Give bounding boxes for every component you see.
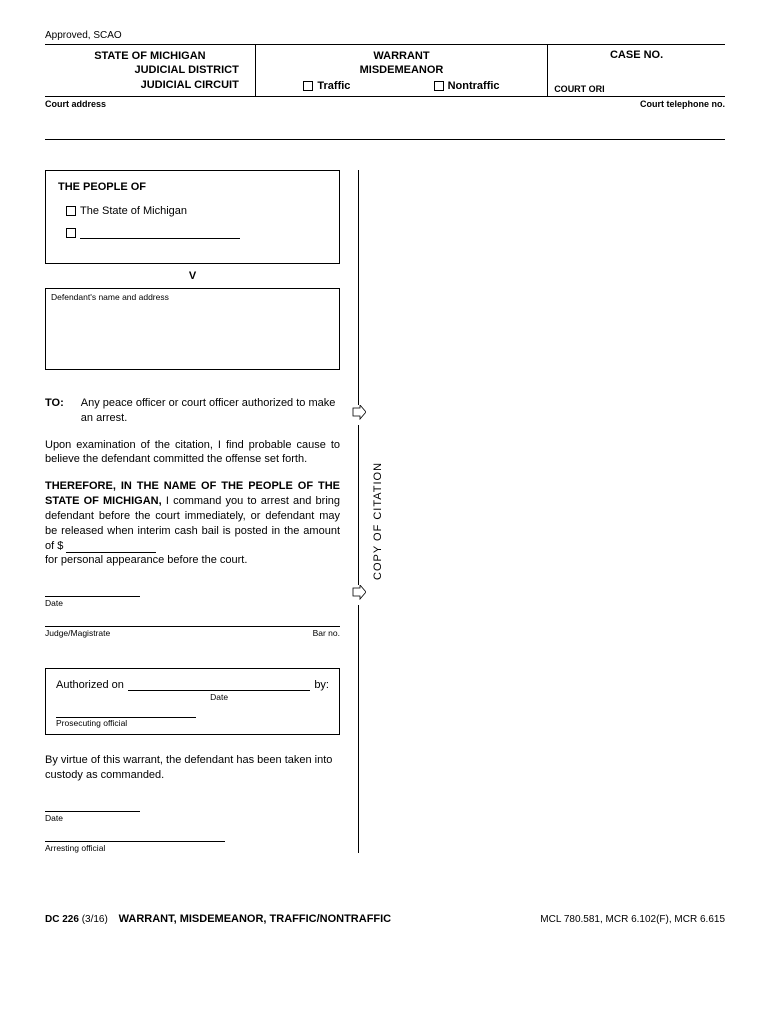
court-address-label: Court address xyxy=(45,99,106,109)
people-opt-other[interactable] xyxy=(66,227,327,239)
judge-label-row: Judge/Magistrate Bar no. xyxy=(45,627,340,638)
state-label: The State of Michigan xyxy=(80,205,187,217)
command-text-b: for personal appearance before the court… xyxy=(45,554,247,566)
date-line-2[interactable] xyxy=(45,811,140,812)
nontraffic-label: Nontraffic xyxy=(448,80,500,92)
footer: DC 226 (3/16) WARRANT, MISDEMEANOR, TRAF… xyxy=(45,913,725,925)
to-label: TO: xyxy=(45,396,81,426)
versus-label: V xyxy=(45,270,340,282)
date-label-1: Date xyxy=(45,598,340,608)
to-text: Any peace officer or court officer autho… xyxy=(81,396,340,426)
left-column: THE PEOPLE OF The State of Michigan V De… xyxy=(45,170,340,853)
arresting-line[interactable] xyxy=(45,841,225,842)
body-text: TO: Any peace officer or court officer a… xyxy=(45,396,340,568)
header-state-block: STATE OF MICHIGAN JUDICIAL DISTRICT JUDI… xyxy=(45,45,256,96)
date-label-2: Date xyxy=(45,813,340,823)
warrant-title: WARRANT xyxy=(262,49,541,63)
to-block: TO: Any peace officer or court officer a… xyxy=(45,396,340,426)
circuit-line: JUDICIAL CIRCUIT xyxy=(51,78,249,92)
other-blank-line[interactable] xyxy=(80,238,240,239)
state-checkbox[interactable] xyxy=(66,206,76,216)
judge-label: Judge/Magistrate xyxy=(45,628,110,638)
traffic-label: Traffic xyxy=(317,80,350,92)
caseno-label: CASE NO. xyxy=(554,49,719,61)
barno-label: Bar no. xyxy=(313,628,340,638)
defendant-label: Defendant's name and address xyxy=(51,292,169,302)
divider-column: COPY OF CITATION xyxy=(340,170,390,853)
header-caseno-block: CASE NO. COURT ORI xyxy=(548,45,725,96)
header-table: STATE OF MICHIGAN JUDICIAL DISTRICT JUDI… xyxy=(45,44,725,97)
probable-cause-text: Upon examination of the citation, I find… xyxy=(45,438,340,468)
people-header: THE PEOPLE OF xyxy=(58,181,327,193)
people-opt-state[interactable]: The State of Michigan xyxy=(66,205,327,217)
footer-citation: MCL 780.581, MCR 6.102(F), MCR 6.615 xyxy=(540,914,725,925)
date-line-1[interactable] xyxy=(45,596,140,597)
authorization-box: Authorized on Date by: Prosecuting offic… xyxy=(45,668,340,735)
auth-date-blank[interactable]: Date xyxy=(128,690,310,691)
main-area: THE PEOPLE OF The State of Michigan V De… xyxy=(45,170,725,853)
custody-text: By virtue of this warrant, the defendant… xyxy=(45,753,340,783)
arrow-bottom xyxy=(352,585,366,605)
traffic-option[interactable]: Traffic xyxy=(303,80,350,92)
form-revision: (3/16) xyxy=(82,914,108,925)
nontraffic-option[interactable]: Nontraffic xyxy=(434,80,500,92)
auth-line: Authorized on Date by: xyxy=(56,679,329,691)
command-paragraph: THEREFORE, IN THE NAME OF THE PEOPLE OF … xyxy=(45,479,340,568)
auth-date-under: Date xyxy=(210,692,228,702)
header-title-block: WARRANT MISDEMEANOR Traffic Nontraffic xyxy=(256,45,548,96)
auth-on-label: Authorized on xyxy=(56,679,124,691)
vertical-line xyxy=(358,170,359,853)
approved-text: Approved, SCAO xyxy=(45,30,725,41)
defendant-box[interactable]: Defendant's name and address xyxy=(45,288,340,370)
arresting-label: Arresting official xyxy=(45,843,340,853)
arrow-top xyxy=(352,405,366,425)
nontraffic-checkbox[interactable] xyxy=(434,81,444,91)
citation-vertical-label: COPY OF CITATION xyxy=(372,462,384,580)
other-checkbox[interactable] xyxy=(66,228,76,238)
auth-by-label: by: xyxy=(314,679,329,691)
footer-title: WARRANT, MISDEMEANOR, TRAFFIC/NONTRAFFIC xyxy=(119,913,392,925)
people-box: THE PEOPLE OF The State of Michigan xyxy=(45,170,340,264)
district-line: JUDICIAL DISTRICT xyxy=(51,63,249,77)
subheader-row: Court address Court telephone no. xyxy=(45,99,725,109)
misdemeanor-title: MISDEMEANOR xyxy=(262,63,541,77)
form-number: DC 226 xyxy=(45,914,79,925)
state-line: STATE OF MICHIGAN xyxy=(51,49,249,63)
court-phone-label: Court telephone no. xyxy=(640,99,725,109)
prosecuting-label: Prosecuting official xyxy=(56,718,329,728)
divider-rule xyxy=(45,139,725,140)
footer-left: DC 226 (3/16) WARRANT, MISDEMEANOR, TRAF… xyxy=(45,913,391,925)
traffic-checkbox[interactable] xyxy=(303,81,313,91)
court-ori-label: COURT ORI xyxy=(554,84,605,94)
